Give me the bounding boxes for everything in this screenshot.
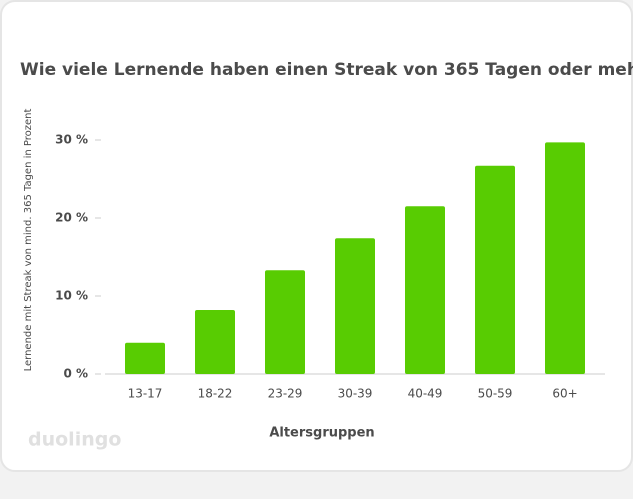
bar: [125, 342, 165, 374]
x-tick-label: 18-22: [198, 387, 233, 401]
y-tick-label: 30 %: [55, 133, 88, 147]
y-tick-label: 0 %: [63, 367, 88, 381]
x-tick-label: 23-29: [268, 387, 303, 401]
chart-title: Wie viele Lernende haben einen Streak vo…: [20, 60, 633, 80]
x-tick-label: 40-49: [408, 387, 443, 401]
watermark: duolingo: [28, 429, 121, 451]
y-tick-label: 20 %: [55, 211, 88, 225]
bar: [405, 206, 445, 374]
x-tick-label: 13-17: [128, 387, 163, 401]
bar: [475, 165, 515, 374]
x-axis-label: Altersgruppen: [269, 426, 374, 441]
y-tick-label: 10 %: [55, 289, 88, 303]
bar: [545, 142, 585, 374]
bar: [265, 270, 305, 374]
y-axis-label: Lernende mit Streak von mind. 365 Tagen …: [23, 109, 34, 372]
bar: [335, 238, 375, 374]
bar: [195, 310, 235, 374]
x-tick-label: 30-39: [338, 387, 373, 401]
x-tick-label: 50-59: [478, 387, 513, 401]
x-tick-label: 60+: [552, 387, 577, 401]
